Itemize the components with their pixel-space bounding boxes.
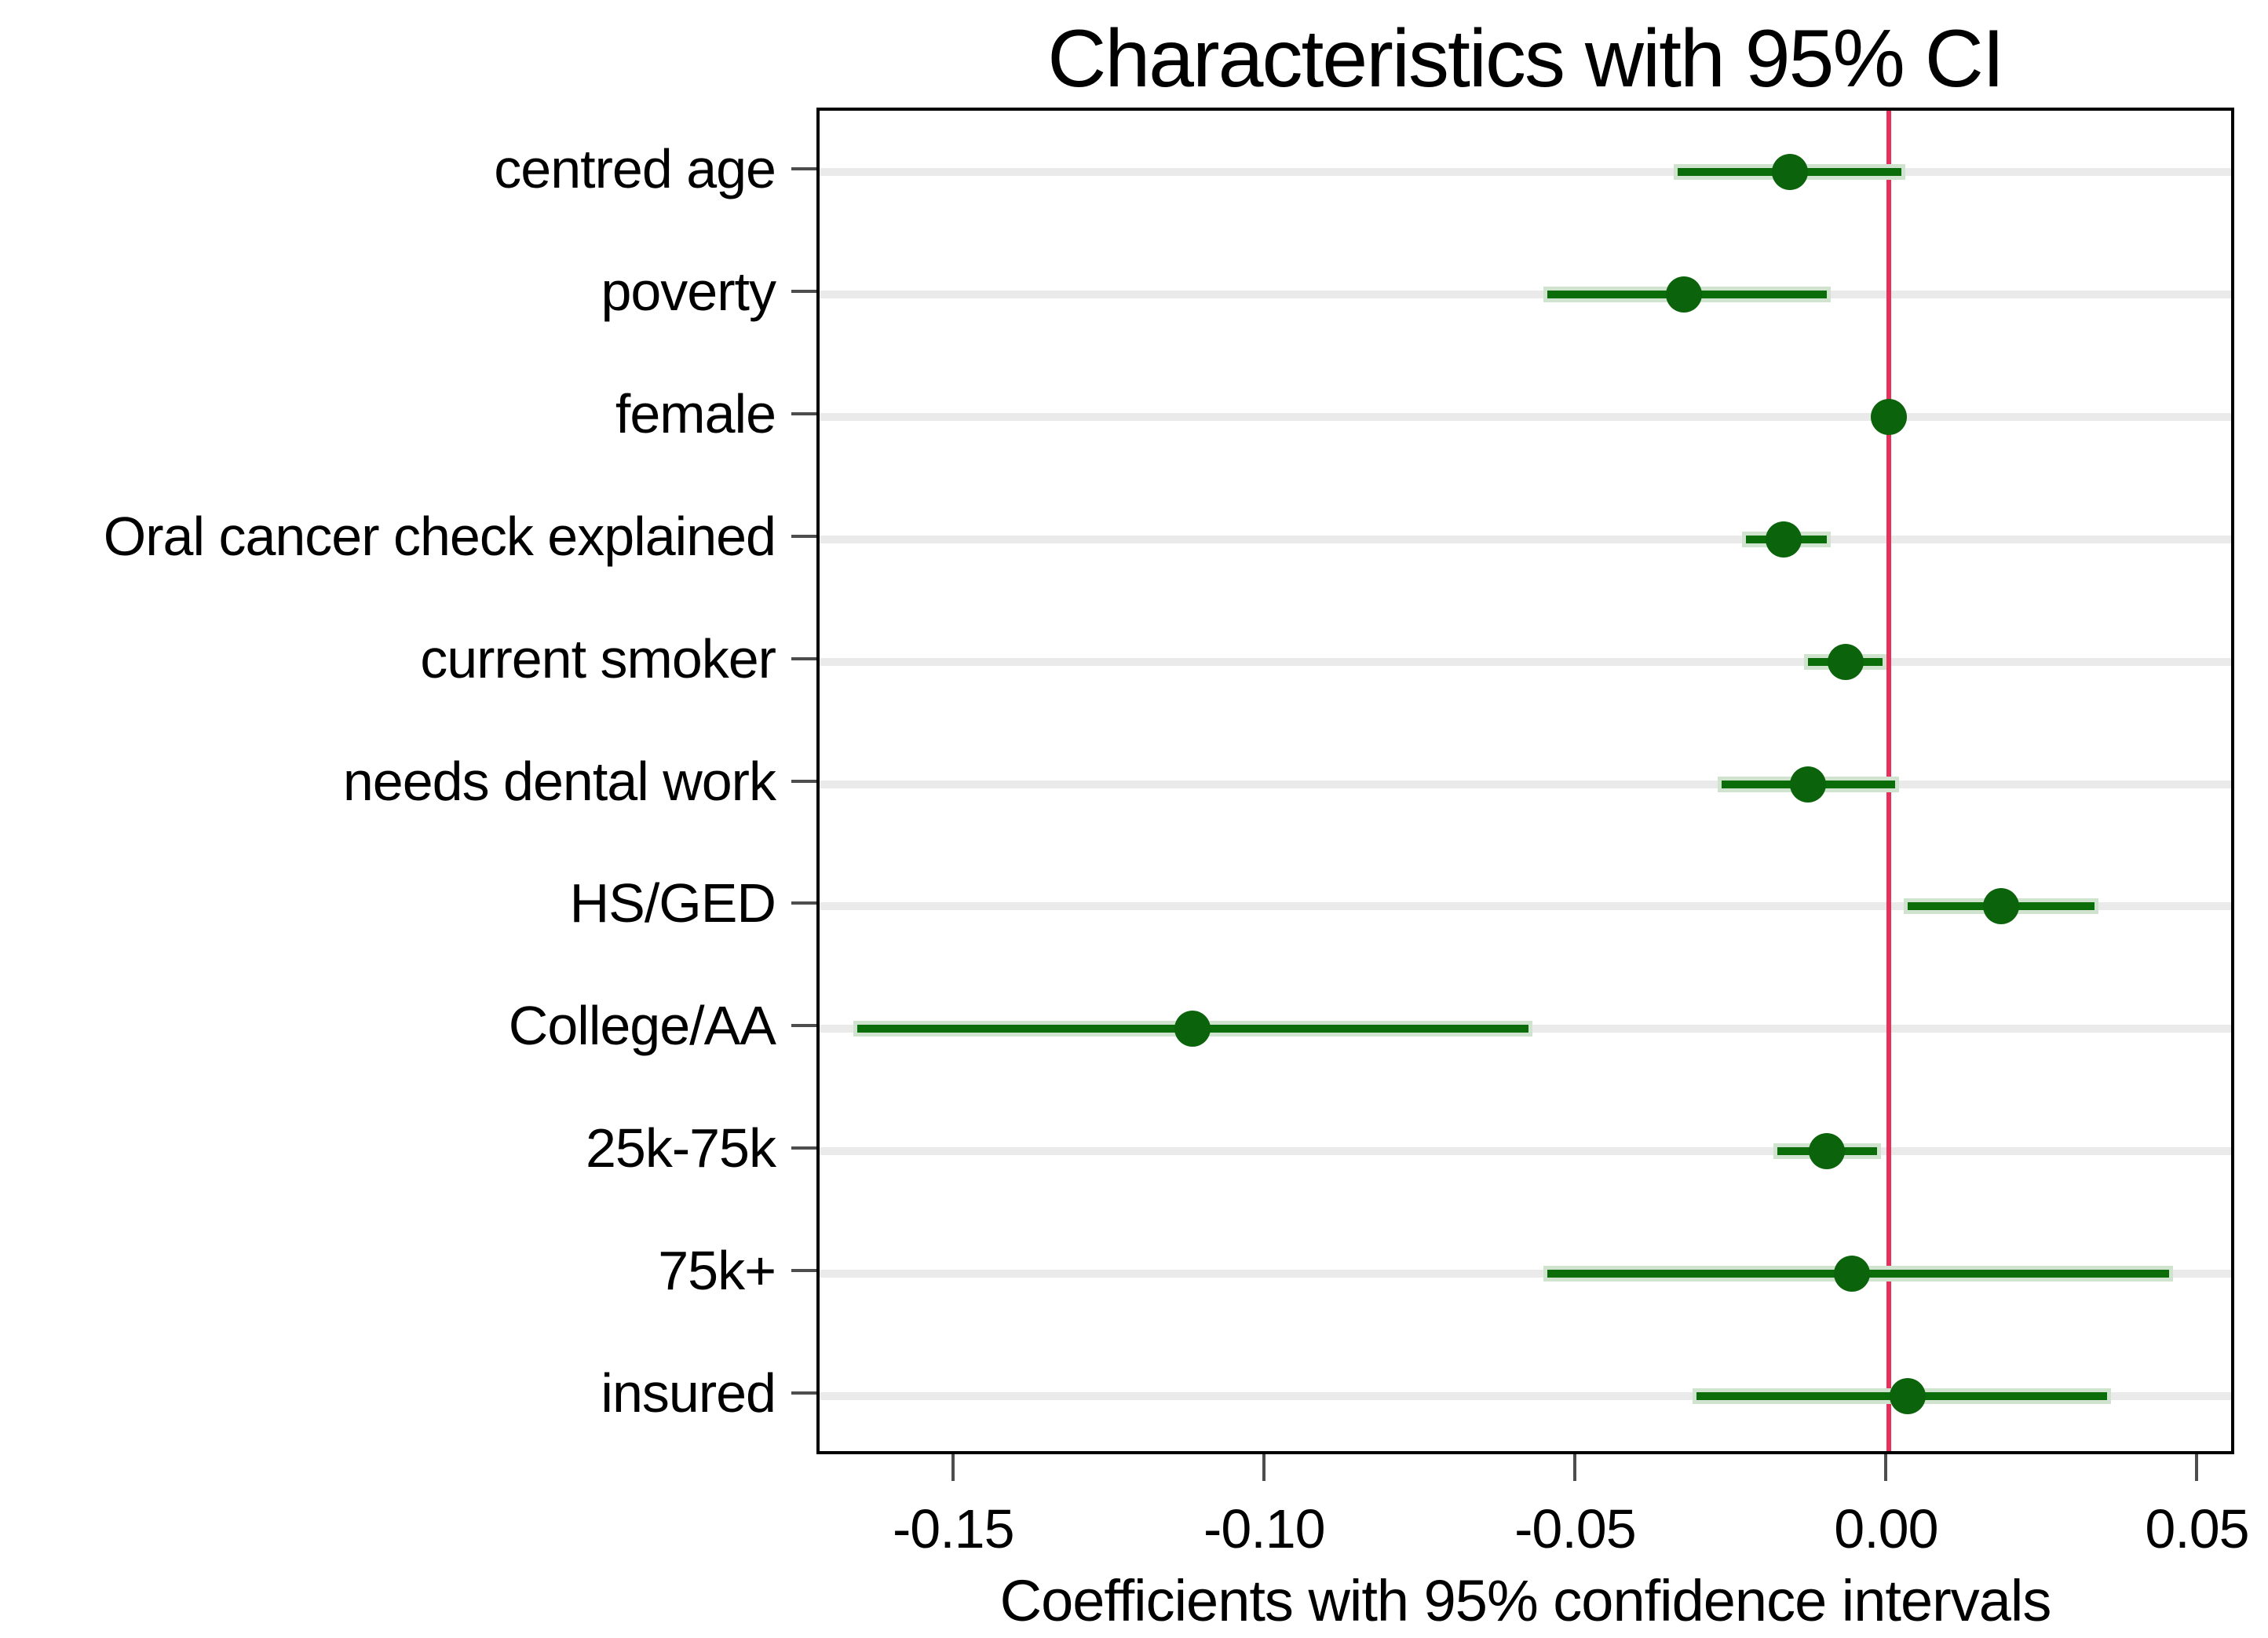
y-tick: [791, 411, 816, 415]
gridline: [820, 290, 2231, 298]
x-tick-label: -0.10: [1203, 1498, 1326, 1559]
gridline: [820, 902, 2231, 911]
category-label: College/AA: [508, 995, 776, 1057]
gridline: [820, 1147, 2231, 1156]
estimate-dot: [1790, 766, 1827, 803]
category-label: centred age: [494, 137, 776, 199]
y-tick: [791, 1146, 816, 1150]
gridline: [820, 412, 2231, 421]
estimate-dot: [1890, 1378, 1927, 1415]
x-tick: [1884, 1454, 1888, 1481]
estimate-dot: [1833, 1256, 1870, 1292]
category-label: needs dental work: [342, 750, 776, 812]
y-tick: [791, 166, 816, 170]
x-tick: [2195, 1454, 2199, 1481]
x-tick: [1262, 1454, 1266, 1481]
y-tick: [791, 1269, 816, 1273]
gridline: [820, 657, 2231, 666]
y-tick: [791, 901, 816, 905]
gridline: [820, 535, 2231, 543]
y-tick: [791, 289, 816, 293]
y-tick: [791, 534, 816, 538]
estimate-dot: [1871, 398, 1908, 435]
category-label: poverty: [601, 260, 776, 322]
x-tick: [1573, 1454, 1577, 1481]
category-label: HS/GED: [569, 872, 776, 934]
x-tick-label: -0.15: [892, 1498, 1015, 1559]
estimate-dot: [1983, 888, 2019, 925]
x-tick-label: 0.00: [1834, 1498, 1938, 1559]
estimate-dot: [1174, 1011, 1211, 1048]
y-tick: [791, 1024, 816, 1028]
estimate-dot: [1765, 521, 1802, 558]
y-tick: [791, 1391, 816, 1395]
x-tick-label: 0.05: [2145, 1498, 2249, 1559]
plot-area: [816, 108, 2234, 1454]
category-label: 25k-75k: [585, 1117, 776, 1179]
estimate-dot: [1666, 276, 1703, 313]
category-label: Oral cancer check explained: [103, 505, 776, 567]
category-label: current smoker: [420, 627, 776, 689]
estimate-dot: [1809, 1133, 1846, 1170]
category-label: insured: [601, 1362, 776, 1424]
gridline: [820, 1392, 2231, 1401]
x-tick-label: -0.05: [1514, 1498, 1637, 1559]
gridline: [820, 1270, 2231, 1278]
category-label: female: [615, 382, 776, 444]
y-tick: [791, 779, 816, 783]
y-tick: [791, 656, 816, 660]
chart-title: Characteristics with 95% CI: [1047, 13, 2005, 104]
estimate-dot: [1771, 153, 1808, 190]
category-label: 75k+: [658, 1240, 776, 1302]
x-axis-label: Coefficients with 95% confidence interva…: [999, 1568, 2052, 1633]
gridline: [820, 780, 2231, 788]
estimate-dot: [1827, 643, 1864, 680]
gridline: [820, 167, 2231, 176]
x-tick: [951, 1454, 955, 1481]
